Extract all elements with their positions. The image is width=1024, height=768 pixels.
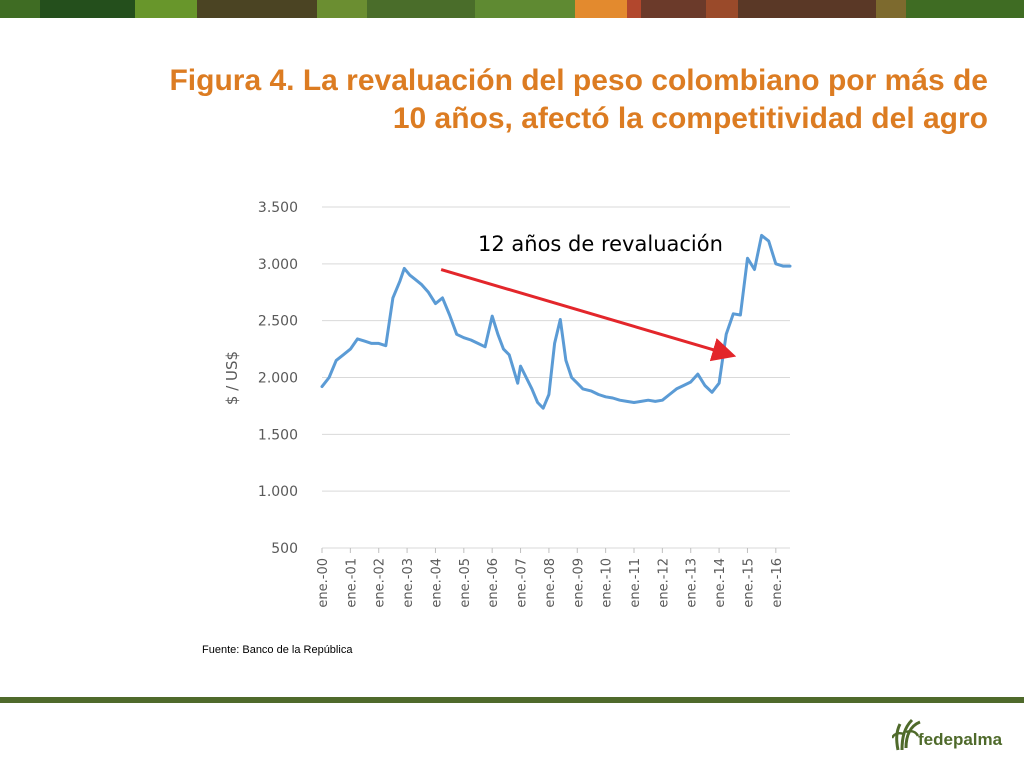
brand-name: fedepalma	[918, 730, 1003, 749]
x-tick-label: ene.-13	[685, 558, 700, 608]
y-tick-label: 3.500	[258, 200, 298, 216]
x-tick-label: ene.-06	[486, 558, 501, 608]
title-line-2: 10 años, afectó la competitividad del ag…	[392, 102, 988, 135]
x-tick-label: ene.-11	[628, 558, 643, 608]
y-tick-label: 1.000	[258, 484, 298, 500]
top-color-stripe	[627, 0, 641, 18]
top-color-stripe	[0, 0, 40, 18]
top-color-stripe	[738, 0, 876, 18]
y-tick-label: 3.000	[258, 257, 298, 273]
top-color-stripe	[641, 0, 706, 18]
x-tick-label: ene.-09	[571, 558, 586, 608]
revaluation-arrow	[440, 268, 737, 362]
x-tick-label: ene.-16	[770, 558, 785, 608]
top-color-stripe	[475, 0, 575, 18]
top-color-stripe	[135, 0, 197, 18]
x-tick-label: ene.-00	[316, 558, 331, 608]
y-tick-label: 2.500	[258, 314, 298, 330]
top-color-stripe	[906, 0, 1024, 18]
x-tick-label: ene.-12	[656, 558, 671, 608]
top-color-stripe	[40, 0, 135, 18]
top-color-stripe	[876, 0, 906, 18]
top-color-stripe	[197, 0, 317, 18]
x-tick-label: ene.-08	[543, 558, 558, 608]
top-color-stripe	[575, 0, 627, 18]
top-color-bar	[0, 0, 1024, 18]
exchange-rate-series-line	[320, 233, 792, 410]
y-tick-label: 500	[271, 541, 298, 557]
bottom-rule	[0, 697, 1024, 703]
top-color-stripe	[317, 0, 367, 18]
x-tick-label: ene.-14	[713, 558, 728, 608]
palm-leaf-icon	[892, 718, 921, 751]
x-tick-label: ene.-04	[429, 558, 444, 608]
gridlines	[322, 206, 790, 549]
x-tick-label: ene.-05	[458, 558, 473, 608]
y-tick-label: 1.500	[258, 427, 298, 443]
y-axis-label: $ / US$	[223, 351, 241, 405]
x-tick-label: ene.-10	[600, 558, 615, 608]
x-tick-label: ene.-01	[344, 558, 359, 608]
slide-title: Figura 4. La revaluación del peso colomb…	[28, 62, 988, 138]
x-tick-label: ene.-15	[741, 558, 756, 608]
exchange-rate-line-chart: 500 1.000 1.500 2.000 2.500 3.000 3.500 ene.-0…	[223, 200, 792, 608]
top-color-stripe	[706, 0, 738, 18]
y-tick-label: 2.000	[258, 371, 298, 387]
x-tick-label: ene.-02	[373, 558, 388, 608]
source-note: Fuente: Banco de la República	[202, 644, 353, 656]
x-tick-label: ene.-03	[401, 558, 416, 608]
x-axis-ticks: ene.-00 ene.-01 ene.-02 ene.-03 ene.-04 ene.-…	[316, 548, 785, 608]
x-tick-label: ene.-07	[515, 558, 530, 608]
title-line-1: Figura 4. La revaluación del peso colomb…	[169, 64, 988, 97]
top-color-stripe	[367, 0, 475, 18]
y-axis-ticks: 500 1.000 1.500 2.000 2.500 3.000 3.500	[258, 200, 298, 557]
revaluation-annotation: 12 años de revaluación	[478, 232, 723, 256]
